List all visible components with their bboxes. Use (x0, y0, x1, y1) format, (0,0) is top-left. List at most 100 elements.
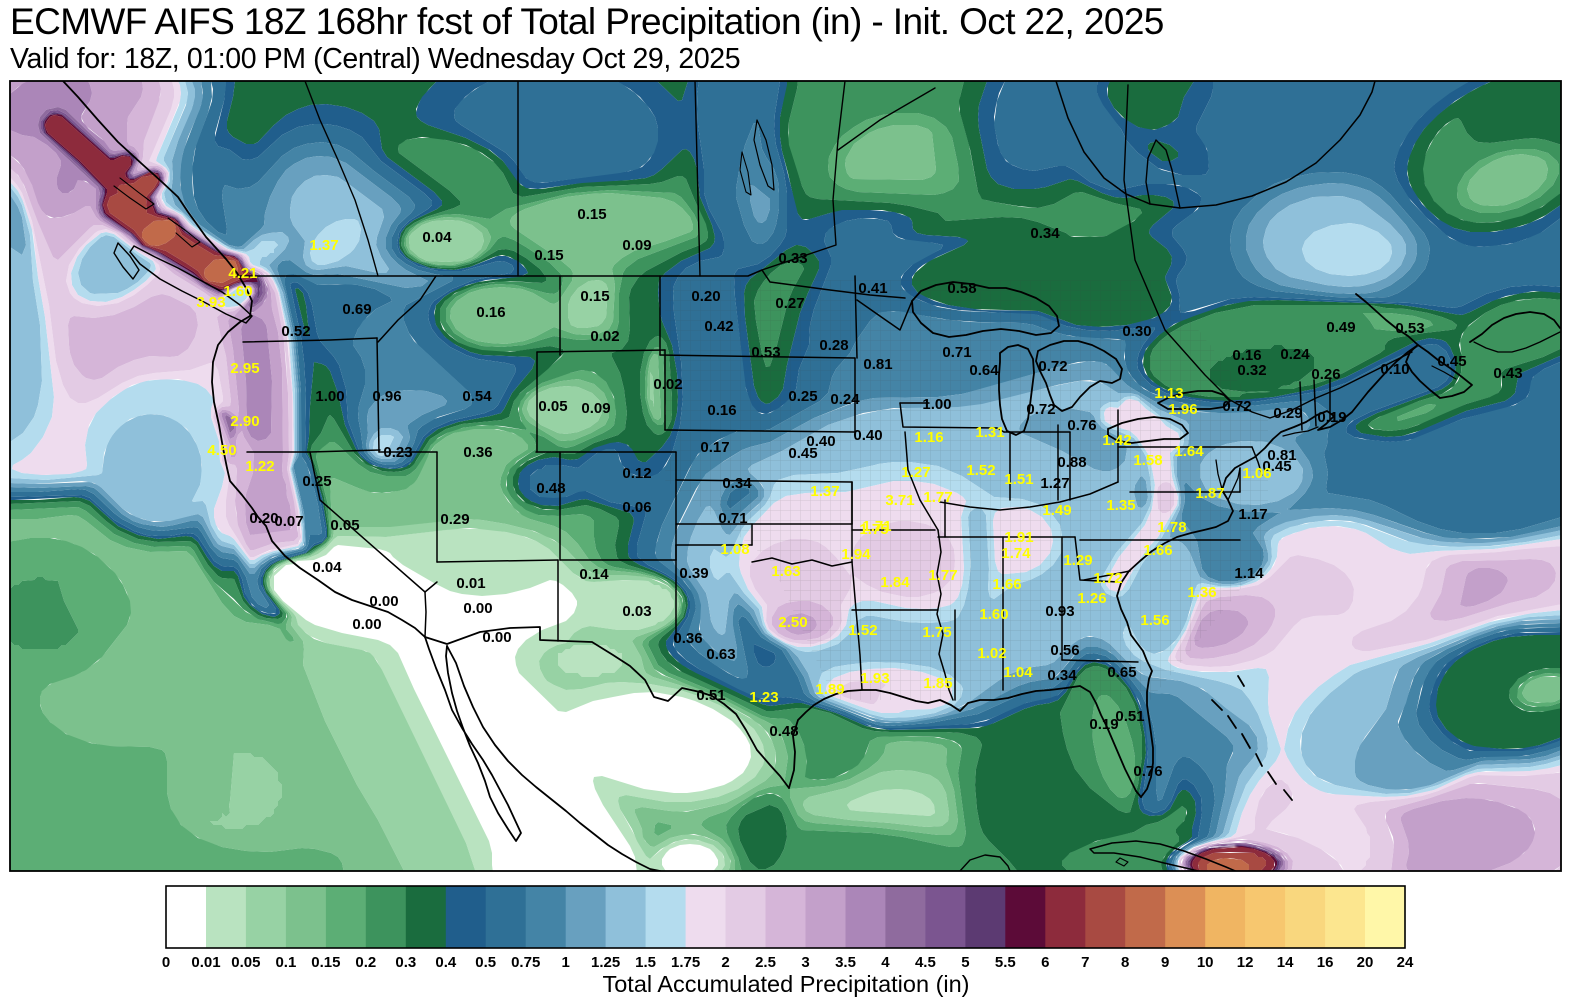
svg-text:1.64: 1.64 (1174, 443, 1204, 460)
svg-text:0.5: 0.5 (475, 954, 496, 971)
svg-text:0.34: 0.34 (1030, 225, 1060, 242)
svg-text:1.26: 1.26 (1077, 590, 1106, 607)
svg-text:1.96: 1.96 (1168, 401, 1197, 418)
svg-text:0.48: 0.48 (769, 723, 798, 740)
svg-text:2: 2 (721, 954, 729, 971)
svg-text:4.21: 4.21 (228, 265, 257, 282)
svg-text:1.71: 1.71 (862, 518, 891, 535)
svg-text:1.75: 1.75 (671, 954, 700, 971)
svg-text:4.50: 4.50 (207, 442, 236, 459)
svg-text:10: 10 (1197, 954, 1214, 971)
svg-text:1.58: 1.58 (1133, 452, 1162, 469)
svg-text:0.69: 0.69 (342, 301, 371, 318)
svg-text:0.76: 0.76 (1067, 417, 1096, 434)
svg-text:0.72: 0.72 (1026, 401, 1055, 418)
svg-text:0.15: 0.15 (577, 206, 606, 223)
svg-text:1.02: 1.02 (977, 645, 1006, 662)
svg-text:0.58: 0.58 (947, 280, 976, 297)
svg-text:0.23: 0.23 (383, 444, 412, 461)
svg-text:1.85: 1.85 (923, 675, 952, 692)
svg-text:1.37: 1.37 (309, 237, 338, 254)
svg-text:0.29: 0.29 (440, 511, 469, 528)
svg-text:2.50: 2.50 (778, 614, 807, 631)
svg-text:1.27: 1.27 (1040, 475, 1069, 492)
svg-text:9: 9 (1161, 954, 1169, 971)
svg-text:0.81: 0.81 (863, 356, 892, 373)
svg-text:0.64: 0.64 (969, 362, 999, 379)
svg-text:1.66: 1.66 (1143, 542, 1172, 559)
svg-text:0.30: 0.30 (1122, 323, 1151, 340)
svg-text:0.26: 0.26 (1311, 366, 1340, 383)
svg-text:1.06: 1.06 (1242, 465, 1271, 482)
svg-text:1.75: 1.75 (922, 624, 951, 641)
svg-text:1.22: 1.22 (245, 458, 274, 475)
svg-text:0.36: 0.36 (673, 630, 702, 647)
svg-text:0.34: 0.34 (722, 475, 752, 492)
svg-text:0.27: 0.27 (775, 295, 804, 312)
svg-text:0.32: 0.32 (1237, 362, 1266, 379)
svg-text:1.74: 1.74 (1001, 545, 1031, 562)
svg-text:12: 12 (1237, 954, 1254, 971)
svg-text:0.16: 0.16 (1232, 347, 1261, 364)
svg-text:1.37: 1.37 (810, 483, 839, 500)
svg-text:0.72: 0.72 (1222, 398, 1251, 415)
svg-text:0.28: 0.28 (819, 337, 848, 354)
svg-text:0.00: 0.00 (369, 593, 398, 610)
svg-text:5: 5 (961, 954, 969, 971)
svg-text:1.63: 1.63 (771, 563, 800, 580)
svg-text:1.89: 1.89 (815, 681, 844, 698)
svg-text:0.39: 0.39 (679, 565, 708, 582)
svg-text:1.36: 1.36 (1187, 584, 1216, 601)
svg-text:0.12: 0.12 (622, 465, 651, 482)
svg-text:1.00: 1.00 (315, 388, 344, 405)
svg-text:0.24: 0.24 (830, 391, 860, 408)
svg-text:0.45: 0.45 (1437, 353, 1466, 370)
svg-text:1.31: 1.31 (975, 424, 1004, 441)
svg-text:0.36: 0.36 (463, 444, 492, 461)
svg-text:1.75: 1.75 (859, 521, 888, 538)
svg-text:14: 14 (1277, 954, 1294, 971)
svg-text:1.49: 1.49 (1042, 502, 1071, 519)
svg-text:0.75: 0.75 (511, 954, 540, 971)
svg-text:0.05: 0.05 (538, 398, 567, 415)
svg-text:0: 0 (162, 954, 170, 971)
svg-text:0.71: 0.71 (718, 510, 747, 527)
svg-text:0.49: 0.49 (1326, 319, 1355, 336)
svg-text:4.5: 4.5 (915, 954, 936, 971)
svg-text:1.25: 1.25 (591, 954, 620, 971)
svg-text:1.42: 1.42 (1102, 432, 1131, 449)
svg-text:0.33: 0.33 (778, 250, 807, 267)
svg-text:3.93: 3.93 (196, 294, 225, 311)
svg-text:0.25: 0.25 (302, 473, 331, 490)
svg-text:1.08: 1.08 (720, 541, 749, 558)
svg-text:0.02: 0.02 (653, 376, 682, 393)
svg-text:0.63: 0.63 (706, 646, 735, 663)
svg-text:0.15: 0.15 (580, 288, 609, 305)
svg-text:0.09: 0.09 (581, 400, 610, 417)
svg-text:1.16: 1.16 (914, 429, 943, 446)
svg-text:0.40: 0.40 (806, 433, 835, 450)
svg-text:0.71: 0.71 (942, 344, 971, 361)
svg-text:0.25: 0.25 (788, 388, 817, 405)
svg-text:1.94: 1.94 (841, 546, 871, 563)
svg-text:0.3: 0.3 (395, 954, 416, 971)
svg-text:0.19: 0.19 (1317, 409, 1346, 426)
svg-text:0.53: 0.53 (1395, 320, 1424, 337)
svg-text:0.01: 0.01 (456, 575, 485, 592)
svg-text:0.34: 0.34 (1047, 667, 1077, 684)
svg-text:5.5: 5.5 (995, 954, 1016, 971)
svg-text:1.87: 1.87 (1195, 485, 1224, 502)
svg-text:1.5: 1.5 (635, 954, 656, 971)
svg-text:0.48: 0.48 (536, 480, 565, 497)
svg-text:7: 7 (1081, 954, 1089, 971)
svg-text:0.56: 0.56 (1050, 642, 1079, 659)
svg-text:0.00: 0.00 (482, 629, 511, 646)
svg-text:2.95: 2.95 (230, 360, 259, 377)
svg-text:1.00: 1.00 (922, 396, 951, 413)
svg-text:0.05: 0.05 (330, 517, 359, 534)
svg-text:0.02: 0.02 (590, 328, 619, 345)
svg-text:0.04: 0.04 (312, 559, 342, 576)
svg-text:1.78: 1.78 (1157, 519, 1186, 536)
svg-text:0.20: 0.20 (691, 288, 720, 305)
svg-text:0.14: 0.14 (579, 566, 609, 583)
